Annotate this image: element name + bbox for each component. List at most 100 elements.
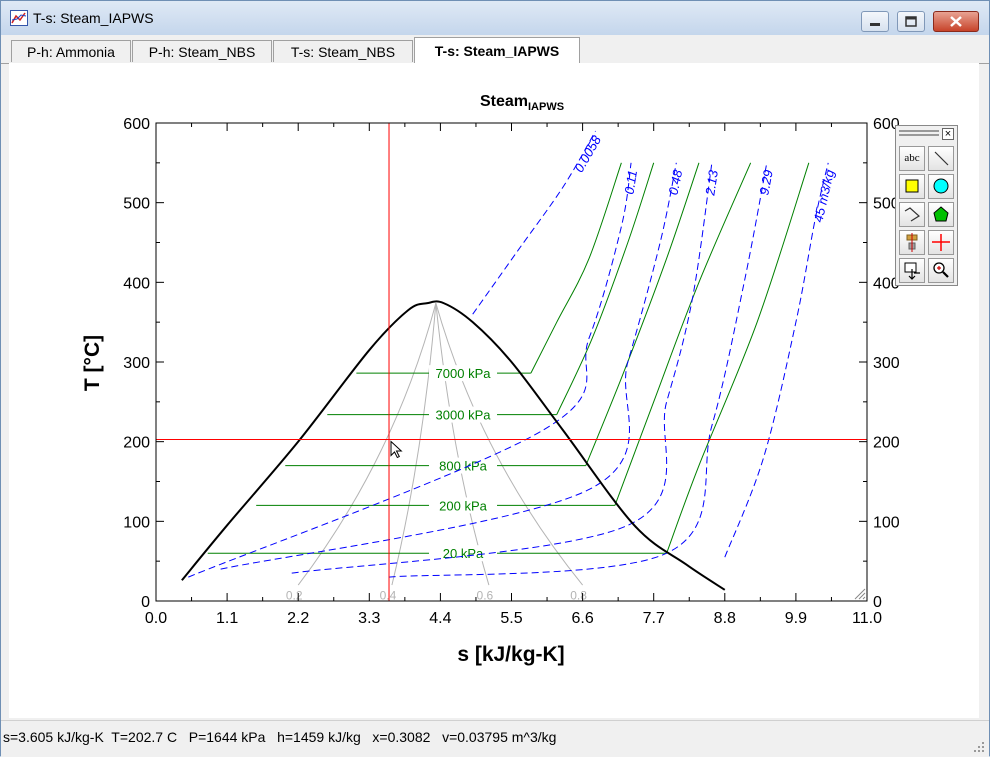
polyline-tool-button[interactable] <box>899 202 925 227</box>
x-tick-label: 9.9 <box>785 610 807 627</box>
isochore-label: 2.13 <box>702 168 721 197</box>
isochore-label: 0.48 <box>666 168 686 197</box>
line-tool-icon <box>934 151 949 166</box>
isochore-line <box>472 130 596 315</box>
x-tick-label: 5.5 <box>500 610 522 627</box>
isobar-label-bg <box>429 497 498 514</box>
maximize-button[interactable] <box>897 11 925 32</box>
polyline-tool-icon <box>904 207 920 222</box>
tab-ts-steam-nbs[interactable]: T-s: Steam_NBS <box>273 40 413 62</box>
isobar-label: 20 kPa <box>443 546 484 561</box>
isochore-label: 45 m3/kg <box>810 167 837 223</box>
isobar-line <box>530 162 622 374</box>
text-tool-button[interactable]: abc <box>899 146 925 171</box>
title-bar[interactable]: T-s: Steam_IAPWS <box>1 1 989 35</box>
crosshair-tool-icon <box>932 234 950 251</box>
y-tick-label-right: 200 <box>873 435 900 452</box>
isochore-line <box>724 162 829 558</box>
quality-line <box>391 303 437 586</box>
isobar-line <box>666 162 810 554</box>
quality-label: 0.6 <box>477 588 494 602</box>
status-bar: s=3.605 kJ/kg-K T=202.7 C P=1644 kPa h=1… <box>1 720 989 757</box>
plot-resize-grip-icon <box>854 588 866 600</box>
quality-line <box>297 302 437 586</box>
align-tool-icon <box>906 233 918 252</box>
x-tick-label: 3.3 <box>358 610 380 627</box>
isobar-label: 800 kPa <box>439 459 487 474</box>
y-tick-label-right: 600 <box>873 116 900 133</box>
quality-label: 0.4 <box>380 588 397 602</box>
palette-grip[interactable] <box>899 130 939 136</box>
y-tick-label-right: 100 <box>873 514 900 531</box>
x-tick-label: 6.6 <box>571 610 593 627</box>
zoom-tool-button[interactable] <box>928 258 954 283</box>
ts-chart[interactable]: SteamIAPWS 0.2 0.4 0.6 0.8 7000 kPa 3000 kPa 80… <box>9 63 979 718</box>
rectangle-tool-button[interactable] <box>899 174 925 199</box>
resize-grip-icon[interactable] <box>973 741 985 753</box>
align-tool-button[interactable] <box>899 230 925 255</box>
chart-title: SteamIAPWS <box>480 93 564 113</box>
saturation-dome <box>181 300 726 591</box>
isobar-label-bg <box>429 545 498 562</box>
polygon-tool-button[interactable] <box>928 202 954 227</box>
tab-bar: P-h: Ammonia P-h: Steam_NBS T-s: Steam_N… <box>1 37 989 64</box>
status-readout: s=3.605 kJ/kg-K T=202.7 C P=1644 kPa h=1… <box>3 729 557 745</box>
app-icon <box>10 10 28 26</box>
move-tool-button[interactable] <box>899 258 925 283</box>
tab-ph-ammonia[interactable]: P-h: Ammonia <box>11 40 131 62</box>
isochore-label: 0.0058 <box>571 132 604 175</box>
y-tick-label: 400 <box>123 275 150 292</box>
mouse-pointer-icon <box>390 440 403 459</box>
isobar-label: 200 kPa <box>439 498 487 513</box>
isobar-label: 3000 kPa <box>436 408 492 423</box>
line-tool-button[interactable] <box>928 146 954 171</box>
x-tick-label: 4.4 <box>429 610 451 627</box>
plot-area[interactable]: SteamIAPWS 0.2 0.4 0.6 0.8 7000 kPa 3000 kPa 80… <box>9 63 979 718</box>
move-tool-icon <box>904 262 920 280</box>
quality-label: 0.2 <box>286 588 303 602</box>
x-tick-label: 8.8 <box>714 610 736 627</box>
ellipse-tool-button[interactable] <box>928 174 954 199</box>
y-tick-label: 300 <box>123 355 150 372</box>
y-tick-label: 500 <box>123 196 150 213</box>
y-tick-label-right: 400 <box>873 275 900 292</box>
x-tick-label: 0.0 <box>145 610 167 627</box>
isochore-line <box>388 162 768 578</box>
y-axis-label: T [°C] <box>81 335 104 391</box>
minimize-button[interactable] <box>861 11 889 32</box>
x-tick-label: 11.0 <box>852 610 882 627</box>
isobar-label: 7000 kPa <box>436 366 492 381</box>
isochore-line <box>188 162 632 578</box>
quality-line <box>435 303 490 586</box>
quality-label: 0.8 <box>570 588 587 602</box>
isochore-label: 0.11 <box>622 169 640 195</box>
y-tick-label: 200 <box>123 435 150 452</box>
y-tick-label-right: 0 <box>873 594 882 611</box>
close-button[interactable] <box>933 11 979 32</box>
tab-ph-steam-nbs[interactable]: P-h: Steam_NBS <box>132 40 272 62</box>
isobar-line <box>585 162 700 466</box>
ellipse-tool-icon <box>933 178 949 194</box>
tool-palette[interactable]: × abc <box>895 125 958 286</box>
isochore-line <box>220 162 677 570</box>
isochore-line <box>291 162 713 574</box>
y-tick-label: 100 <box>123 514 150 531</box>
rectangle-tool-icon <box>905 179 919 193</box>
text-tool-icon: abc <box>904 152 920 164</box>
palette-close-button[interactable]: × <box>942 128 954 140</box>
isobar-label-bg <box>429 365 498 382</box>
x-tick-label: 7.7 <box>643 610 665 627</box>
y-tick-label-right: 300 <box>873 355 900 372</box>
tab-ts-steam-iapws[interactable]: T-s: Steam_IAPWS <box>414 37 580 64</box>
polygon-tool-icon <box>933 206 949 222</box>
window-title: T-s: Steam_IAPWS <box>33 10 154 26</box>
y-tick-label-right: 500 <box>873 196 900 213</box>
isobar-label-bg <box>429 406 498 423</box>
isochore-label: 9.29 <box>756 169 775 197</box>
x-tick-label: 2.2 <box>287 610 309 627</box>
zoom-tool-icon <box>933 262 949 278</box>
crosshair-tool-button[interactable] <box>928 230 954 255</box>
x-tick-label: 1.1 <box>216 610 238 627</box>
y-tick-label: 600 <box>123 116 150 133</box>
